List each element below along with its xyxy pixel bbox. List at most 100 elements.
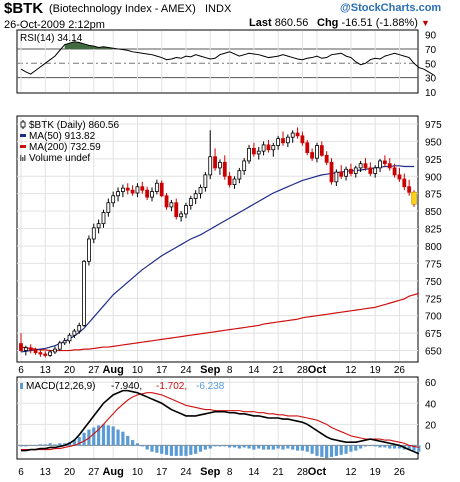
brand-text: @StockCharts.com <box>340 2 442 14</box>
candle <box>402 173 407 191</box>
legend-volume-icon <box>22 157 24 161</box>
legend-volume-icon <box>20 155 22 161</box>
x-tick-label: 12 <box>345 467 357 478</box>
x-tick-label: 21 <box>273 365 285 376</box>
candle <box>276 135 281 150</box>
candle-up <box>358 163 363 169</box>
x-tick-label: 26 <box>394 467 406 478</box>
candle-up <box>57 342 62 350</box>
macd-histogram-bar <box>359 445 363 449</box>
candle <box>242 158 247 175</box>
candle-up <box>106 202 111 213</box>
macd-histogram-bar <box>19 445 23 447</box>
candle-up <box>72 330 77 336</box>
macd-histogram-bar <box>53 444 57 446</box>
candle-down <box>363 163 368 169</box>
x-tick-label: 24 <box>180 467 192 478</box>
macd-histogram-bar <box>383 445 387 448</box>
macd-tick-label: 40 <box>425 399 437 410</box>
x-tick-label: Sep <box>200 466 220 478</box>
candle-up <box>271 145 276 151</box>
x-tick-label: Sep <box>200 364 220 376</box>
macd-histogram-bar <box>184 445 188 456</box>
macd-histogram-bar <box>232 445 237 448</box>
x-tick-label: Oct <box>308 466 327 478</box>
rsi-panel: 90 70 50 30 10 RSI(14) 34.14 <box>16 29 437 99</box>
ma50-line <box>20 165 414 353</box>
candle-down <box>319 145 324 156</box>
candle <box>62 337 67 345</box>
candle-up <box>23 347 28 351</box>
candle-down <box>310 152 315 159</box>
candle <box>48 349 53 357</box>
candle <box>53 346 57 355</box>
x-tick-label: 28 <box>297 467 309 478</box>
candle <box>382 155 387 167</box>
x-tick-label: 20 <box>64 365 76 376</box>
rsi-tick-label: 70 <box>425 45 437 56</box>
macd-histogram-bar <box>121 431 125 446</box>
macd-histogram-bar <box>261 445 266 450</box>
candle <box>19 333 23 352</box>
candle <box>208 130 213 180</box>
candle <box>378 158 382 173</box>
x-tick-label: 26 <box>394 365 406 376</box>
candle <box>271 142 276 157</box>
macd-histogram-bar <box>334 445 338 456</box>
x-tick-label: 19 <box>370 467 382 478</box>
candle-up <box>87 238 91 262</box>
price-tick-label: 925 <box>425 155 442 166</box>
candle <box>57 340 62 351</box>
x-tick-label: 6 <box>18 365 24 376</box>
candle <box>87 235 91 266</box>
rsi-tick-label: 90 <box>425 31 437 42</box>
macd-histogram-bar <box>300 445 305 451</box>
candle <box>140 181 145 194</box>
macd-histogram-bar <box>77 436 81 446</box>
candle <box>368 162 373 177</box>
candle <box>135 183 140 198</box>
down-arrow-icon: ▼ <box>420 18 430 28</box>
rsi-line <box>20 41 434 76</box>
candle-up <box>198 187 203 195</box>
candle-up <box>237 170 242 180</box>
candle-up <box>247 147 251 162</box>
candle-up <box>116 191 120 197</box>
candle <box>353 165 358 178</box>
x-tick-label: 13 <box>40 365 52 376</box>
candle-down <box>266 144 271 151</box>
macd-histogram-bar <box>63 443 67 446</box>
legend-volume-icon <box>24 155 26 161</box>
candle <box>106 198 111 217</box>
price-legend-entry: MA(50) 913.82 <box>29 131 96 142</box>
macd-legend-entry: -7.940, <box>111 381 142 392</box>
macd-histogram-bar <box>160 445 164 454</box>
candle <box>247 144 251 164</box>
candle <box>218 159 222 175</box>
x-tick-label: 27 <box>88 365 100 376</box>
macd-histogram-bar <box>392 445 397 449</box>
candle <box>227 172 232 188</box>
candle-down <box>251 147 256 155</box>
macd-histogram-bar <box>101 424 106 446</box>
candle <box>120 184 125 198</box>
candle <box>111 191 116 207</box>
macd-line <box>21 389 420 455</box>
macd-histogram-bar <box>140 445 144 447</box>
candle <box>154 179 159 195</box>
macd-histogram-bar <box>305 445 309 452</box>
candle <box>363 158 368 171</box>
macd-histogram-bar <box>194 445 198 454</box>
macd-histogram-bar <box>315 445 319 456</box>
macd-histogram-bar <box>203 445 207 450</box>
candle-down <box>382 160 387 165</box>
candle <box>397 167 402 182</box>
candle-down <box>397 174 402 180</box>
candle <box>130 185 135 196</box>
macd-histogram-bar <box>266 445 271 450</box>
candle <box>43 351 48 358</box>
macd-histogram-bar <box>237 445 241 449</box>
rsi-legend: RSI(14) 34.14 <box>20 33 83 44</box>
candle <box>251 142 256 157</box>
